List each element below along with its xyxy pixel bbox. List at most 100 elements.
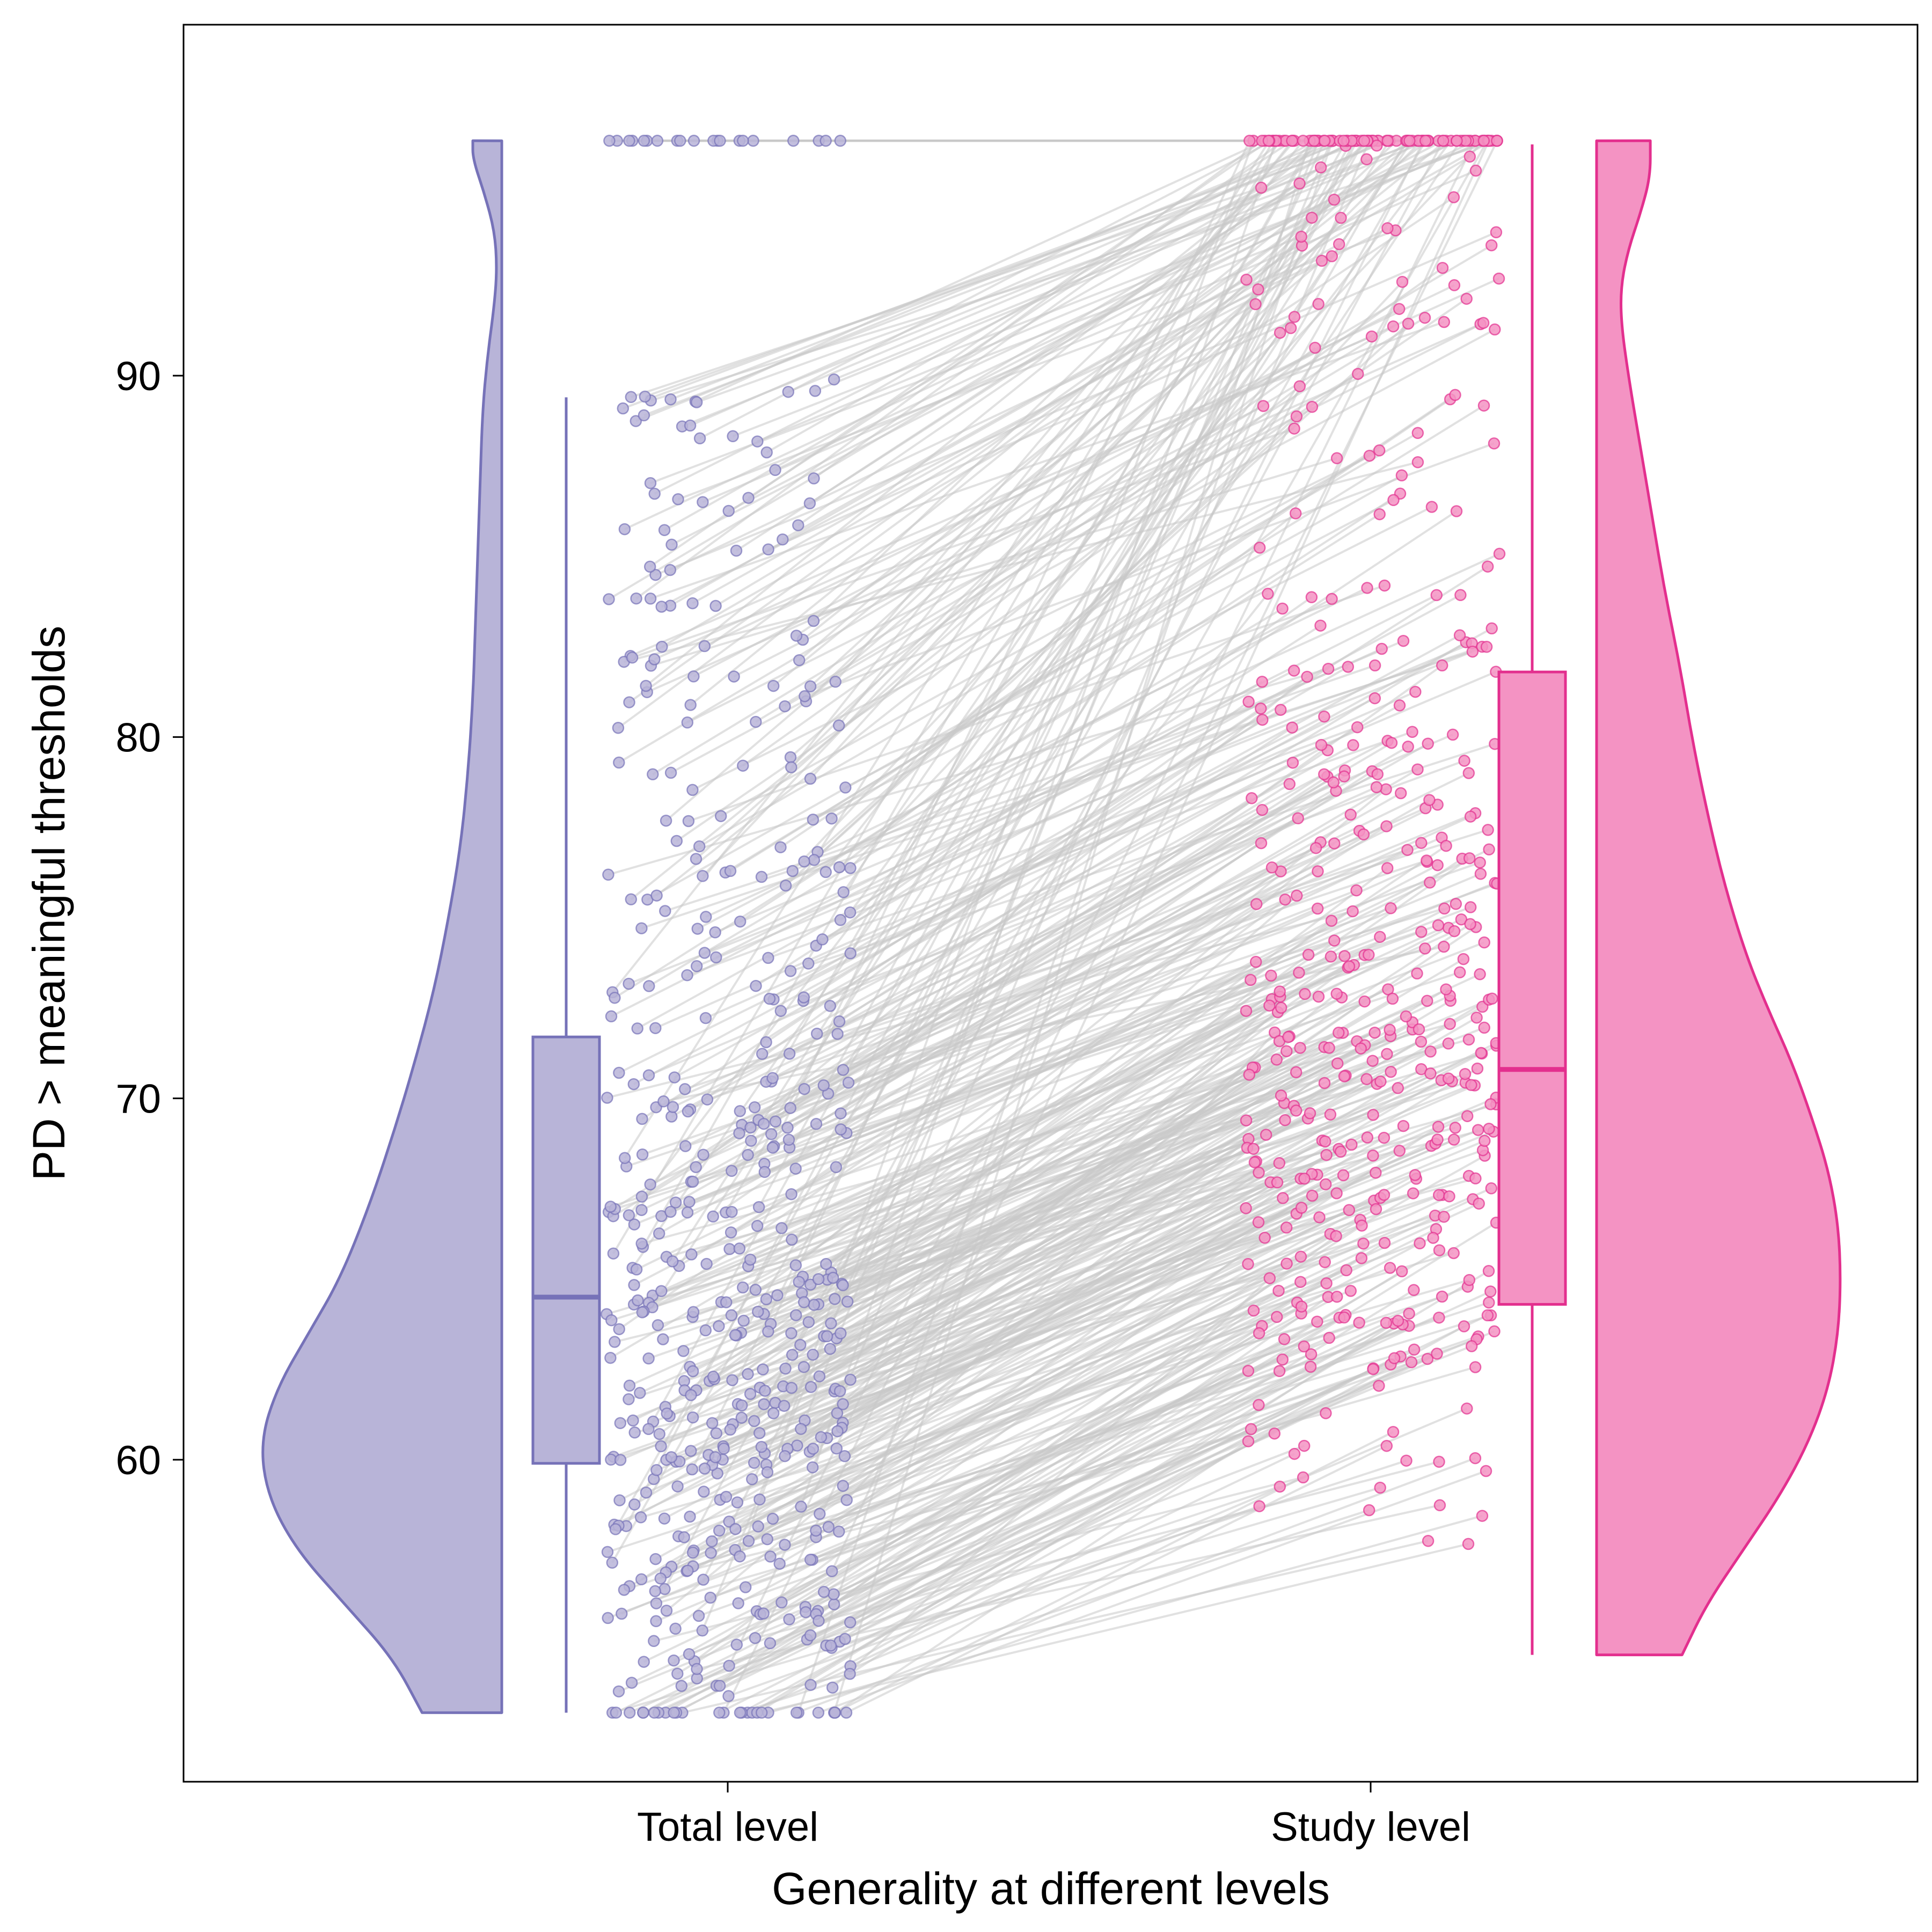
data-point-total bbox=[687, 670, 700, 683]
data-point-total bbox=[668, 1071, 681, 1084]
data-point-study bbox=[1490, 226, 1503, 239]
data-point-study bbox=[1393, 1145, 1406, 1157]
paired-line bbox=[689, 1345, 1472, 1656]
data-point-total bbox=[669, 1196, 682, 1209]
data-point-total bbox=[829, 1293, 841, 1305]
data-point-total bbox=[686, 1546, 699, 1559]
data-point-study bbox=[1415, 926, 1428, 938]
data-point-study bbox=[1309, 341, 1321, 354]
data-point-total bbox=[766, 1512, 779, 1525]
data-point-study bbox=[1295, 1202, 1308, 1214]
paired-line bbox=[624, 1316, 1440, 1591]
data-point-study bbox=[1253, 1327, 1265, 1340]
data-point-total bbox=[707, 1210, 719, 1223]
data-point-study bbox=[1392, 1082, 1404, 1094]
data-point-total bbox=[751, 1220, 764, 1232]
data-point-total bbox=[795, 1423, 807, 1435]
data-point-study bbox=[1253, 1500, 1265, 1512]
data-point-study bbox=[1242, 1435, 1255, 1447]
paired-line bbox=[656, 385, 1301, 897]
data-point-total bbox=[674, 135, 686, 147]
data-point-total bbox=[819, 135, 832, 147]
data-point-study bbox=[1255, 702, 1267, 715]
data-point-study bbox=[1363, 1504, 1375, 1517]
data-point-total bbox=[767, 1407, 780, 1419]
data-point-total bbox=[829, 676, 841, 688]
data-point-total bbox=[742, 1535, 755, 1547]
data-point-total bbox=[660, 1604, 673, 1617]
data-point-study bbox=[1447, 191, 1460, 203]
data-point-study bbox=[1373, 508, 1386, 521]
data-point-total bbox=[650, 1615, 662, 1628]
data-point-total bbox=[755, 870, 768, 883]
data-point-total bbox=[665, 1451, 678, 1463]
data-point-total bbox=[644, 1178, 656, 1191]
data-point-total bbox=[604, 1351, 617, 1364]
data-point-study bbox=[1458, 1320, 1470, 1333]
data-point-total bbox=[737, 1314, 750, 1327]
paired-line bbox=[692, 1119, 1286, 1418]
data-point-total bbox=[786, 1233, 798, 1246]
data-point-study bbox=[1424, 1067, 1437, 1080]
data-point-study bbox=[1352, 368, 1364, 380]
data-point-total bbox=[807, 814, 819, 826]
data-point-total bbox=[607, 1247, 620, 1260]
data-point-study bbox=[1335, 211, 1347, 224]
data-point-study bbox=[1450, 505, 1463, 517]
data-point-total bbox=[713, 1707, 726, 1719]
data-point-total bbox=[614, 1454, 627, 1466]
data-point-study bbox=[1314, 619, 1327, 632]
data-point-study bbox=[1463, 150, 1476, 163]
y-axis: 60 70 80 90 bbox=[115, 354, 184, 1483]
density-cloud-total bbox=[261, 139, 503, 1714]
data-point-study bbox=[1365, 330, 1378, 343]
paired-line bbox=[711, 1195, 1450, 1542]
data-point-study bbox=[1469, 1452, 1482, 1465]
data-point-study bbox=[1463, 1274, 1476, 1286]
data-point-total bbox=[800, 1606, 812, 1619]
data-point-study bbox=[1263, 999, 1276, 1012]
data-point-total bbox=[769, 1115, 782, 1128]
data-point-total bbox=[686, 1365, 699, 1378]
data-point-study bbox=[1274, 1480, 1286, 1493]
data-point-study bbox=[1256, 713, 1269, 726]
data-point-total bbox=[733, 1127, 745, 1139]
paired-line bbox=[769, 665, 1349, 1000]
data-point-total bbox=[684, 1510, 696, 1523]
data-point-study bbox=[1287, 664, 1300, 677]
paired-line bbox=[830, 1289, 1415, 1647]
data-point-study bbox=[1437, 135, 1450, 147]
data-point-total bbox=[678, 1531, 690, 1543]
data-point-total bbox=[698, 640, 711, 653]
data-point-total bbox=[637, 1707, 649, 1719]
paired-line bbox=[805, 1338, 1285, 1613]
data-point-total bbox=[610, 1707, 623, 1719]
data-point-total bbox=[747, 135, 759, 147]
data-point-total bbox=[761, 1466, 774, 1479]
paired-line bbox=[728, 1505, 1260, 1697]
paired-line bbox=[736, 1290, 1279, 1646]
data-point-total bbox=[699, 1324, 712, 1337]
data-point-total bbox=[700, 911, 712, 923]
paired-line bbox=[837, 829, 1489, 1035]
data-point-total bbox=[779, 700, 791, 713]
data-point-total bbox=[697, 1148, 709, 1161]
data-point-total bbox=[824, 1000, 837, 1012]
paired-line bbox=[624, 140, 1270, 1159]
paired-line bbox=[686, 726, 1358, 976]
data-point-study bbox=[1290, 1066, 1302, 1079]
data-point-study bbox=[1306, 400, 1319, 413]
data-point-total bbox=[628, 1279, 640, 1291]
data-point-study bbox=[1243, 1069, 1256, 1081]
data-point-total bbox=[789, 1162, 802, 1175]
data-point-total bbox=[690, 853, 702, 865]
data-point-study bbox=[1270, 1311, 1283, 1323]
paired-line bbox=[821, 1252, 1454, 1438]
data-point-study bbox=[1276, 1353, 1289, 1366]
paired-line bbox=[645, 140, 1324, 687]
data-point-study bbox=[1293, 380, 1306, 392]
paired-line bbox=[691, 1031, 1339, 1256]
data-point-study bbox=[1400, 1010, 1413, 1023]
data-point-study bbox=[1485, 622, 1498, 635]
paired-line bbox=[658, 1314, 1488, 1714]
